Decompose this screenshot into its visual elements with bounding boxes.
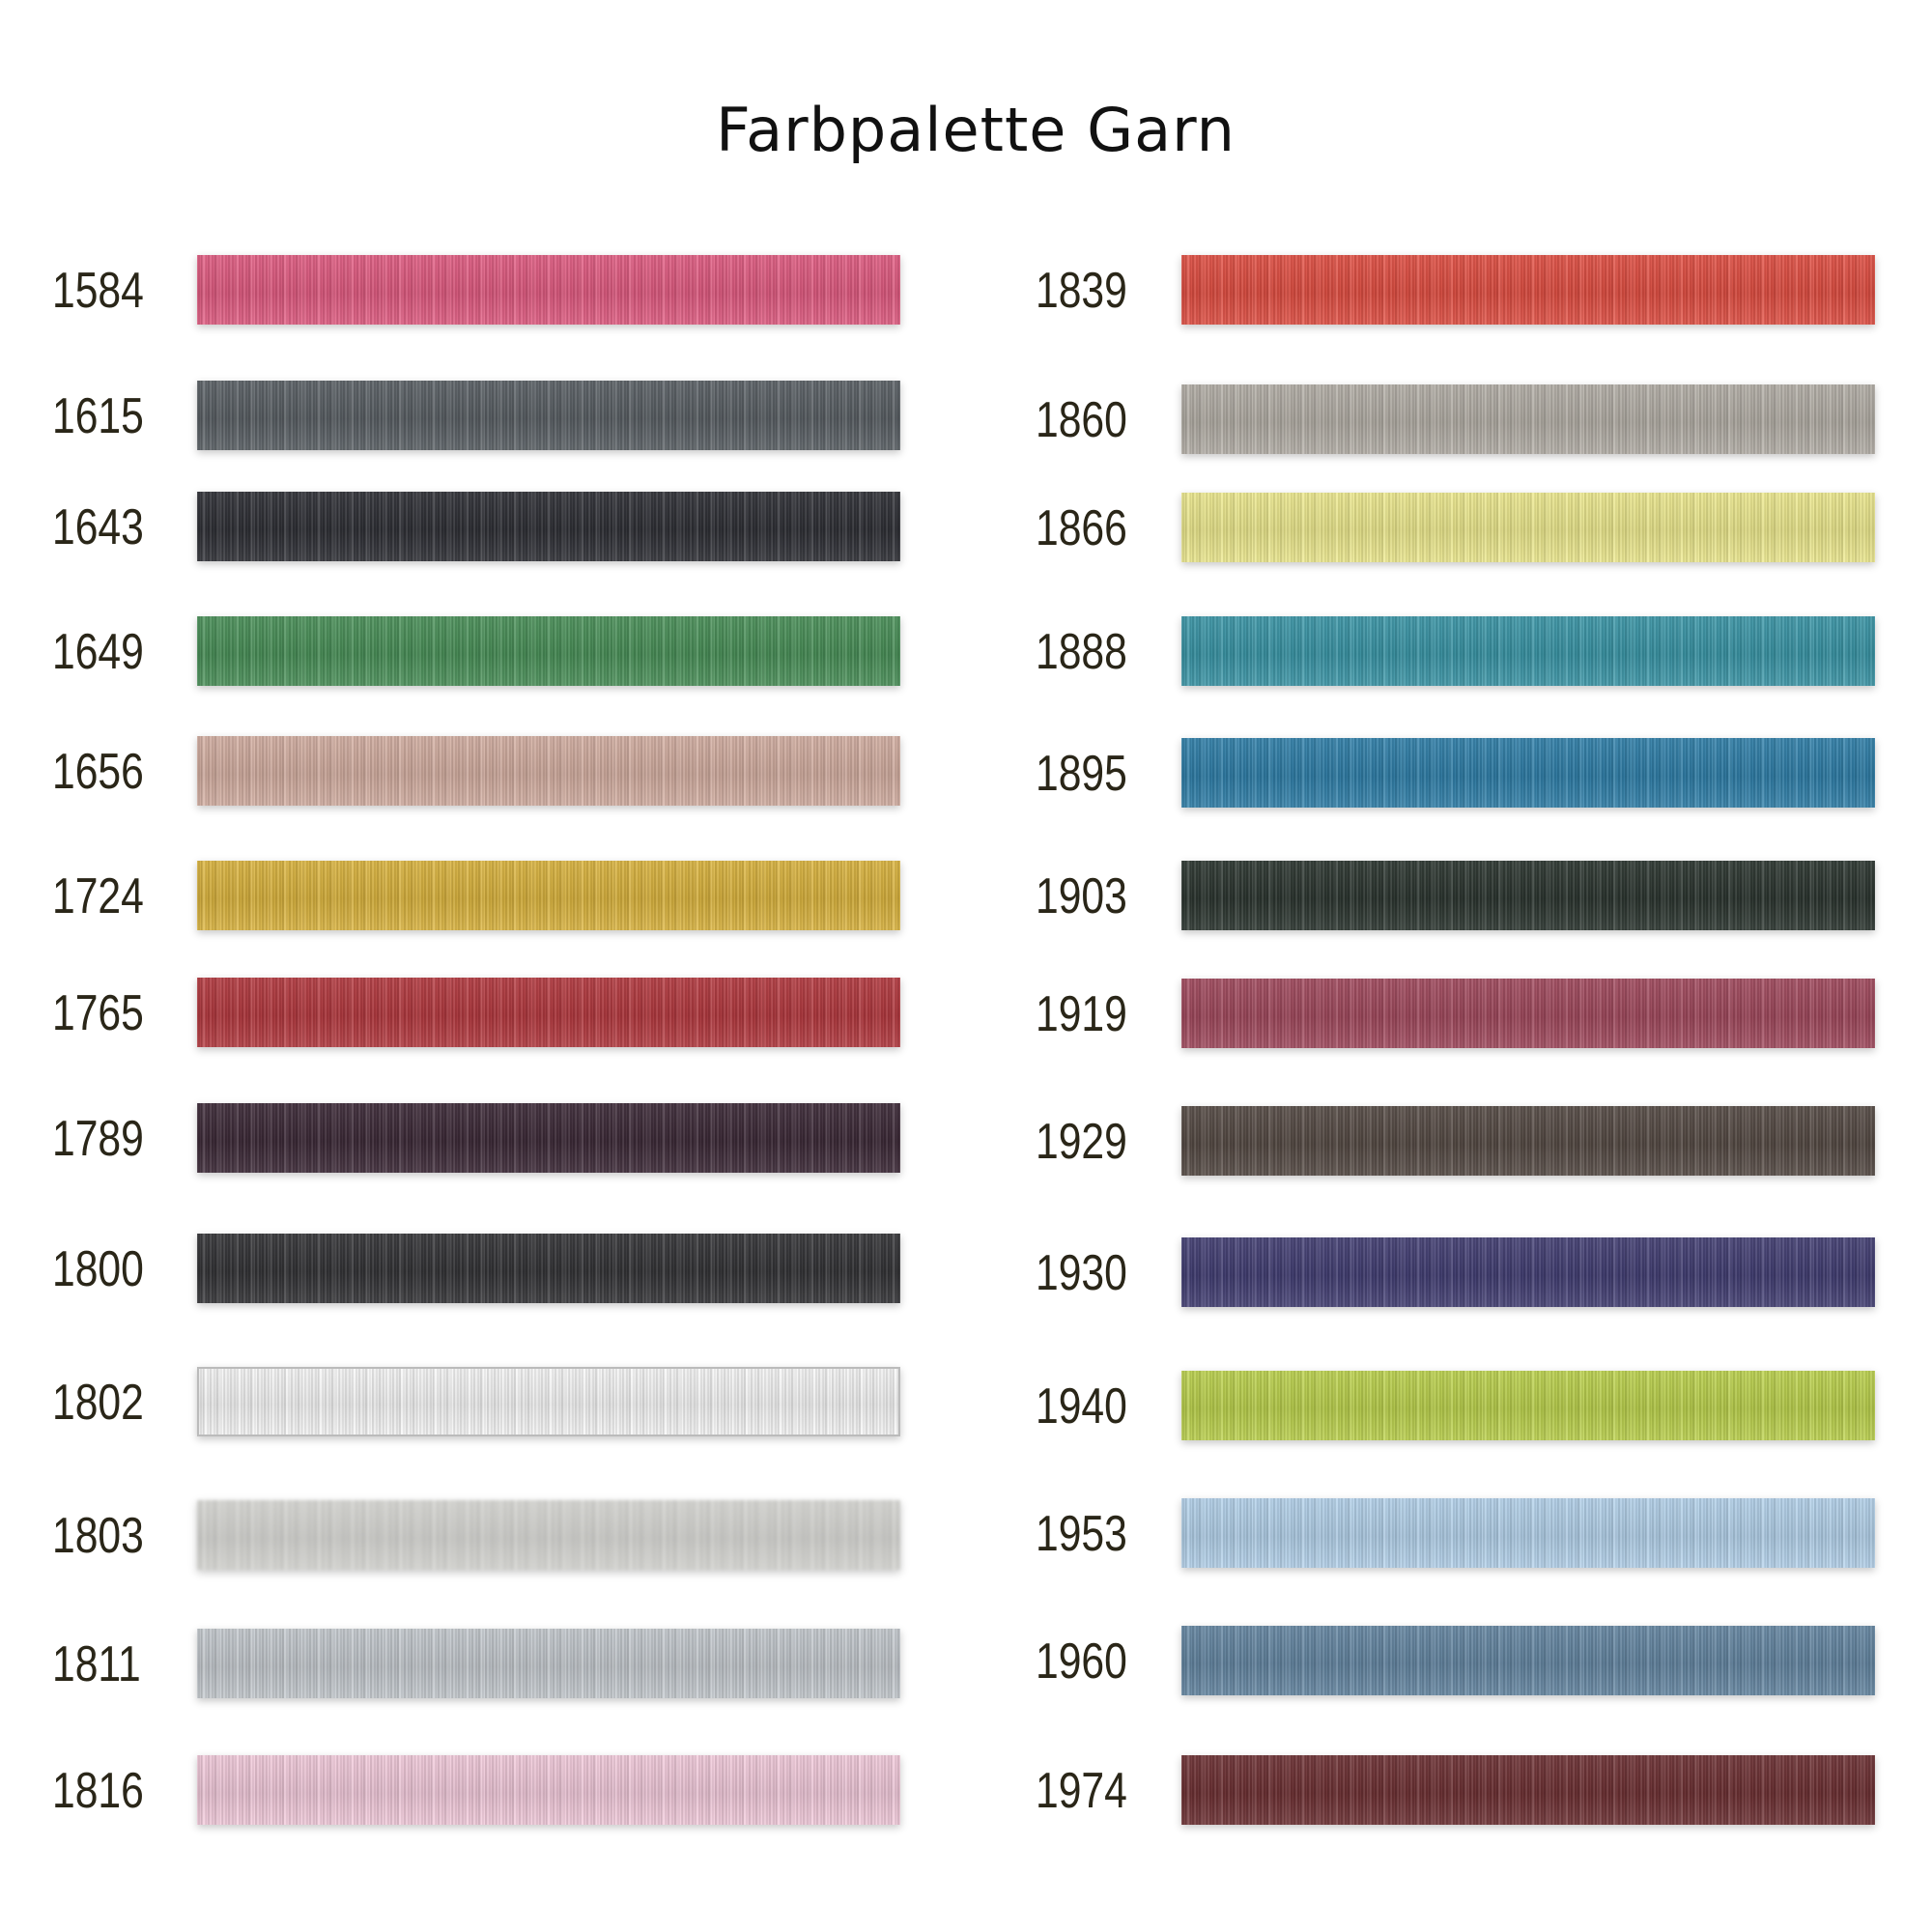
yarn-color-swatch <box>197 1629 900 1698</box>
color-swatch-row: 1765 <box>0 978 1932 1049</box>
yarn-color-swatch <box>197 381 900 450</box>
color-swatch-row: 1888 <box>0 616 1932 688</box>
color-code-label: 1929 <box>1036 1114 1127 1170</box>
color-code-label: 1800 <box>52 1241 144 1297</box>
color-swatch-row: 1860 <box>0 384 1932 456</box>
color-swatch-row: 1802 <box>0 1367 1932 1438</box>
yarn-color-swatch <box>197 255 900 325</box>
color-code-label: 1940 <box>1036 1378 1127 1435</box>
yarn-color-swatch <box>1181 738 1875 808</box>
yarn-color-swatch <box>1181 1498 1875 1568</box>
yarn-color-swatch <box>1181 384 1875 454</box>
color-code-label: 1789 <box>52 1111 144 1167</box>
color-code-label: 1919 <box>1036 986 1127 1042</box>
color-swatch-row: 1974 <box>0 1755 1932 1827</box>
color-code-label: 1866 <box>1036 500 1127 556</box>
yarn-color-swatch <box>197 1103 900 1173</box>
color-code-label: 1724 <box>52 868 144 924</box>
color-swatch-row: 1903 <box>0 861 1932 932</box>
yarn-color-swatch <box>197 1234 900 1303</box>
color-swatch-row: 1656 <box>0 736 1932 808</box>
color-code-label: 1643 <box>52 499 144 555</box>
color-swatch-row: 1839 <box>0 255 1932 327</box>
yarn-color-swatch <box>1181 979 1875 1048</box>
color-swatch-row: 1643 <box>0 492 1932 563</box>
color-swatch-row: 1930 <box>0 1237 1932 1309</box>
yarn-color-swatch <box>197 492 900 561</box>
color-code-label: 1953 <box>1036 1506 1127 1562</box>
color-code-label: 1816 <box>52 1763 144 1819</box>
page-title: Farbpalette Garn <box>716 95 1236 165</box>
yarn-color-swatch <box>1181 1106 1875 1176</box>
color-code-label: 1765 <box>52 985 144 1041</box>
color-swatch-row: 1866 <box>0 493 1932 564</box>
color-swatch-row: 1953 <box>0 1498 1932 1570</box>
color-swatch-row: 1789 <box>0 1103 1932 1175</box>
yarn-color-swatch <box>1181 1371 1875 1440</box>
color-code-label: 1895 <box>1036 746 1127 802</box>
color-code-label: 1803 <box>52 1508 144 1564</box>
yarn-color-swatch <box>1181 255 1875 325</box>
yarn-color-swatch <box>197 1755 900 1825</box>
color-code-label: 1974 <box>1036 1763 1127 1819</box>
color-swatch-row: 1960 <box>0 1626 1932 1697</box>
color-swatch-row: 1803 <box>0 1500 1932 1572</box>
yarn-color-swatch <box>1181 1626 1875 1695</box>
color-swatch-row: 1584 <box>0 255 1932 327</box>
yarn-color-swatch <box>1181 493 1875 562</box>
color-swatch-row: 1895 <box>0 738 1932 810</box>
color-swatch-row: 1816 <box>0 1755 1932 1827</box>
color-code-label: 1888 <box>1036 624 1127 680</box>
yarn-color-swatch <box>1181 861 1875 930</box>
yarn-color-swatch <box>1181 616 1875 686</box>
color-swatch-row: 1649 <box>0 616 1932 688</box>
color-swatch-row: 1811 <box>0 1629 1932 1700</box>
color-code-label: 1615 <box>52 388 144 444</box>
color-code-label: 1802 <box>52 1375 144 1431</box>
yarn-color-swatch <box>197 978 900 1047</box>
yarn-color-swatch <box>197 1367 900 1436</box>
yarn-color-swatch <box>197 861 900 930</box>
color-code-label: 1903 <box>1036 868 1127 924</box>
yarn-color-swatch <box>1181 1237 1875 1307</box>
color-code-label: 1930 <box>1036 1245 1127 1301</box>
yarn-color-swatch <box>197 736 900 806</box>
color-code-label: 1839 <box>1036 263 1127 319</box>
color-code-label: 1649 <box>52 624 144 680</box>
yarn-color-swatch <box>197 616 900 686</box>
color-swatch-row: 1940 <box>0 1371 1932 1442</box>
yarn-color-swatch <box>197 1500 900 1570</box>
color-swatch-row: 1615 <box>0 381 1932 452</box>
color-swatch-row: 1919 <box>0 979 1932 1050</box>
color-swatch-row: 1929 <box>0 1106 1932 1178</box>
color-code-label: 1811 <box>52 1636 141 1692</box>
color-code-label: 1860 <box>1036 392 1127 448</box>
color-code-label: 1656 <box>52 744 144 800</box>
color-code-label: 1584 <box>52 263 144 319</box>
color-swatch-row: 1724 <box>0 861 1932 932</box>
yarn-color-swatch <box>1181 1755 1875 1825</box>
color-code-label: 1960 <box>1036 1634 1127 1690</box>
color-swatch-row: 1800 <box>0 1234 1932 1305</box>
